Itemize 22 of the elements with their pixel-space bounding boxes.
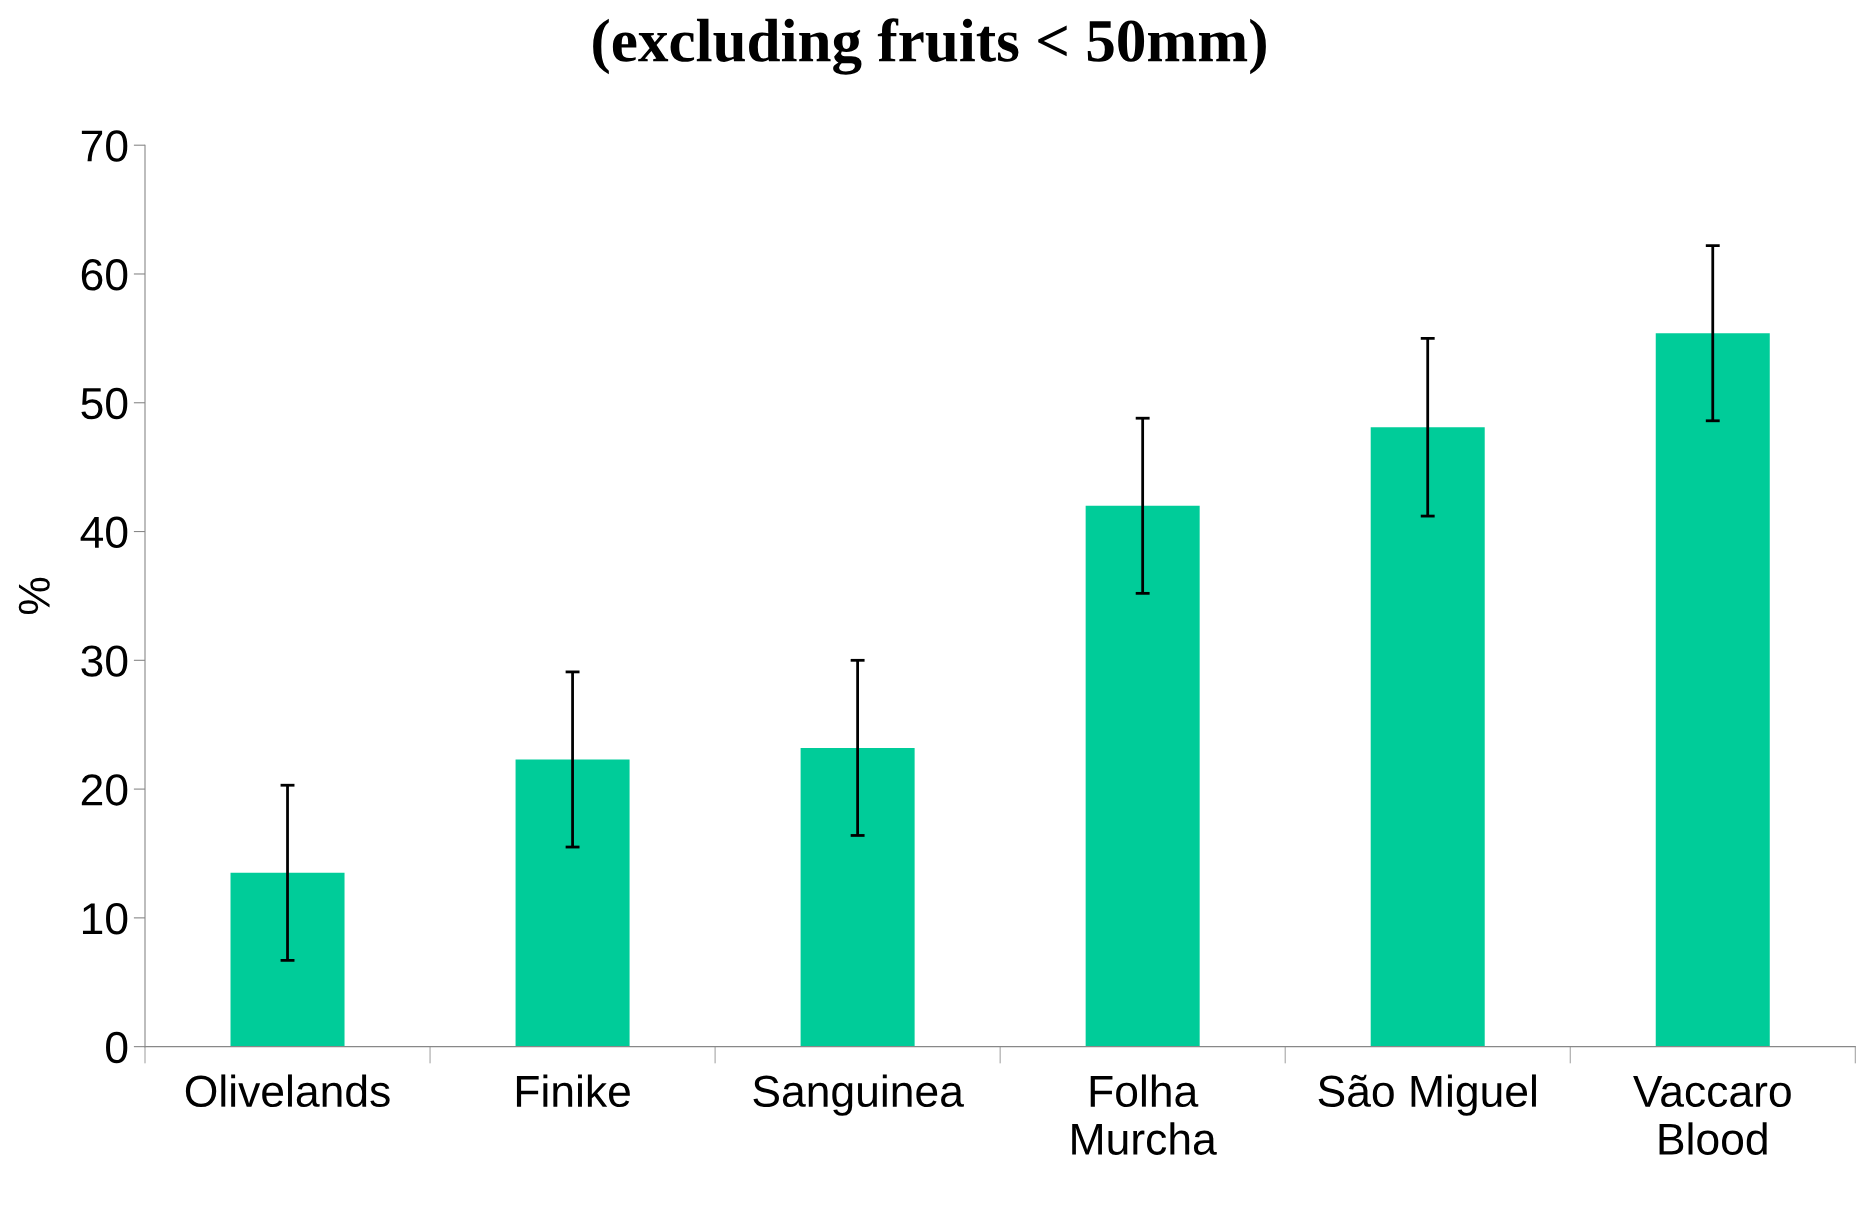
x-tick-label: Olivelands [185, 1074, 390, 1108]
bar [800, 747, 915, 1047]
x-tick-label: São Miguel [1318, 1074, 1536, 1116]
chart-title: (excluding fruits < 50mm) [593, 18, 1266, 75]
x-tick-label: Finike [516, 1074, 630, 1108]
y-tick-label: 10 [82, 902, 128, 935]
x-tick-label: Folha Murcha [1072, 1074, 1217, 1155]
y-axis-title: % [18, 577, 50, 615]
y-tick-label: 20 [81, 774, 128, 806]
y-tick-label: 50 [81, 387, 128, 420]
y-tick-label: 30 [81, 645, 128, 677]
bar [515, 759, 630, 1047]
y-tick-label: 40 [80, 516, 128, 549]
bar [1085, 505, 1200, 1047]
y-tick-label: 0 [106, 1031, 128, 1064]
bar [1370, 427, 1485, 1047]
x-tick-label: Vaccaro Blood [1633, 1076, 1791, 1155]
x-tick-label: Sanguinea [753, 1074, 964, 1116]
bar [1655, 333, 1770, 1047]
y-tick-label: 70 [81, 130, 128, 162]
bar [230, 872, 345, 1047]
y-tick-label: 60 [81, 259, 128, 291]
